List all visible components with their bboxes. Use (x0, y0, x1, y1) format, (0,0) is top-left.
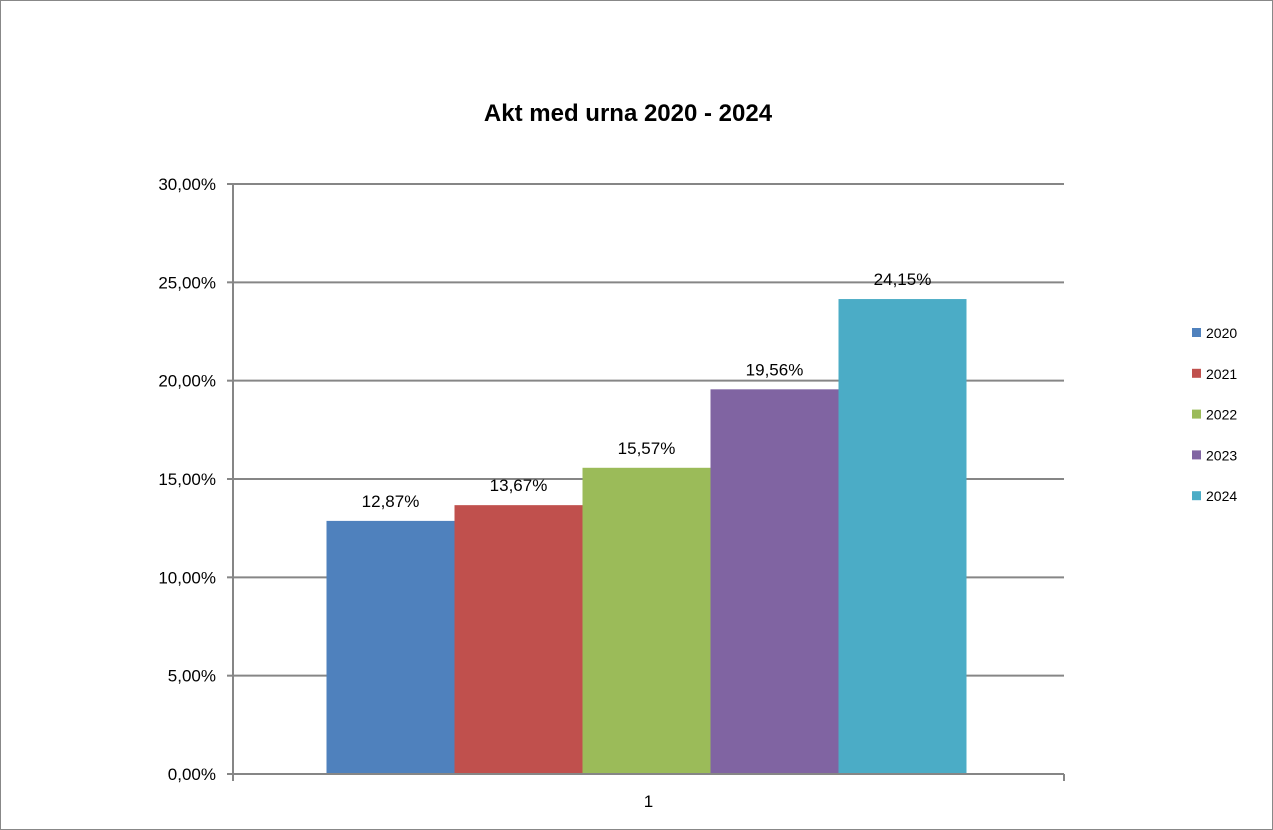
data-label-2023: 19,56% (746, 360, 804, 379)
bar-2024 (838, 299, 967, 774)
legend-label-2021: 2021 (1206, 366, 1237, 382)
bar-2021 (454, 505, 583, 774)
data-label-2024: 24,15% (874, 270, 932, 289)
y-axis: 0,00% 5,00% 10,00% 15,00% 20,00% 25,00% 30,00% (158, 175, 234, 784)
legend-swatch-2020 (1192, 328, 1201, 337)
y-tick-label: 20,00% (158, 372, 216, 391)
data-labels: 12,87% 13,67% 15,57% 19,56% 24,15% (362, 270, 932, 511)
legend: 2020 2021 2022 2023 2024 (1192, 325, 1237, 504)
legend-swatch-2024 (1192, 491, 1201, 501)
legend-swatch-2023 (1192, 450, 1201, 460)
legend-swatch-2022 (1192, 409, 1201, 419)
x-axis: 1 (227, 773, 1065, 811)
y-tick-label: 25,00% (158, 273, 216, 292)
legend-label-2023: 2023 (1206, 447, 1237, 463)
bar-2023 (710, 389, 839, 774)
legend-label-2024: 2024 (1206, 488, 1237, 504)
legend-label-2020: 2020 (1206, 325, 1237, 341)
x-category-label: 1 (644, 792, 653, 811)
bar-2020 (326, 520, 455, 774)
y-tick-label: 5,00% (168, 667, 216, 686)
y-tick-label: 10,00% (158, 568, 216, 587)
y-tick-label: 30,00% (158, 175, 216, 194)
data-label-2020: 12,87% (362, 492, 420, 511)
bar-2022 (582, 467, 711, 774)
y-tick-label: 15,00% (158, 470, 216, 489)
data-label-2022: 15,57% (618, 439, 676, 458)
data-label-2021: 13,67% (490, 476, 548, 495)
chart-title: Akt med urna 2020 - 2024 (484, 100, 773, 127)
y-tick-label: 0,00% (168, 765, 216, 784)
legend-swatch-2021 (1192, 368, 1201, 378)
legend-label-2022: 2022 (1206, 407, 1237, 423)
bars (326, 299, 967, 774)
